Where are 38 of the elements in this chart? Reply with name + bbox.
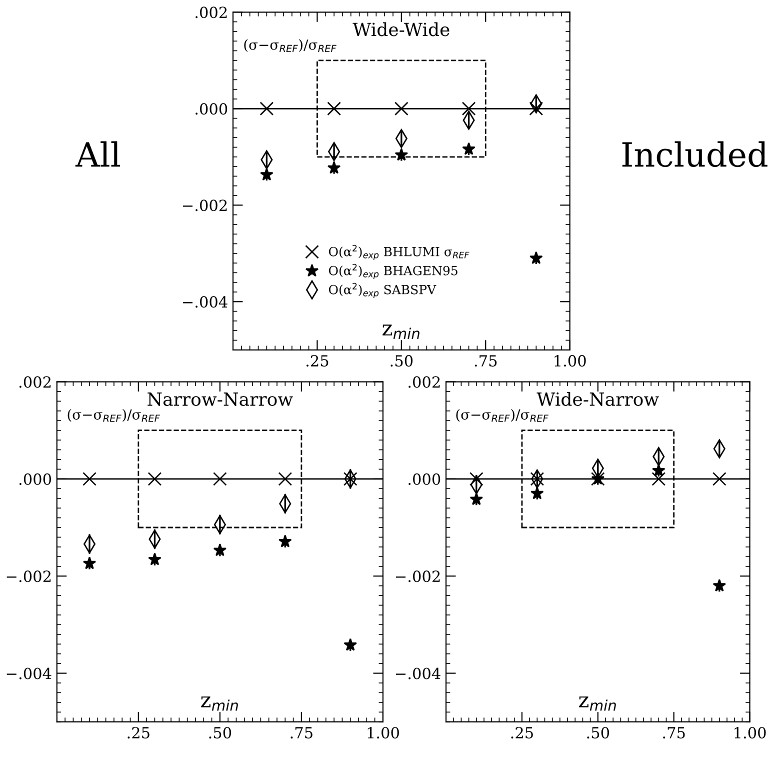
x-tick-label: .50 xyxy=(209,726,232,738)
y-axis-title: (σ−σ$_{REF}$)/σ$_{REF}$ xyxy=(68,408,160,422)
text: Included xyxy=(622,141,768,168)
legend-label: O(α$^{2}$)$_{exp}$ SABSPV xyxy=(328,282,436,298)
x-tick-label: .25 xyxy=(128,726,150,738)
legend-label: O(α$^{2}$)$_{exp}$ BHLUMI σ$_{REF}$ xyxy=(328,244,470,260)
y-tick-label: .002 xyxy=(196,6,227,18)
x-axis-title: z$_{min}$ xyxy=(201,696,238,711)
y-tick-label: .000 xyxy=(19,473,52,485)
x-tick-label: .75 xyxy=(663,727,685,738)
legend-label: O(α$^{2}$)$_{exp}$ BHAGEN95 xyxy=(328,264,458,280)
y-tick-label: .002 xyxy=(19,376,51,388)
y-axis-title: (σ−σ$_{REF}$)/σ$_{REF}$ xyxy=(456,408,548,422)
y-axis-title: (σ−σ$_{REF}$)/σ$_{REF}$ xyxy=(244,39,336,52)
x-tick-label: .50 xyxy=(587,726,610,738)
x-tick-label: .50 xyxy=(390,355,413,367)
x-tick-label: .25 xyxy=(511,726,533,738)
chart-title: Wide-Wide xyxy=(352,22,450,36)
y-tick-label: −.002 xyxy=(6,570,51,582)
y-tick-label: −.004 xyxy=(396,668,440,680)
chart-title: Wide-Narrow xyxy=(536,392,659,406)
chart-title: Narrow-Narrow xyxy=(148,392,293,406)
y-tick-label: −.004 xyxy=(182,296,228,308)
x-tick-label: .75 xyxy=(290,727,312,738)
y-tick-label: −.004 xyxy=(6,668,52,680)
y-tick-label: .002 xyxy=(408,376,440,388)
y-tick-label: .000 xyxy=(408,473,440,485)
y-tick-label: −.002 xyxy=(182,200,227,212)
text: All xyxy=(75,141,120,167)
x-tick-label: .25 xyxy=(306,355,328,367)
x-tick-label: .75 xyxy=(474,355,497,367)
y-tick-label: .000 xyxy=(196,103,228,115)
x-axis-title: z$_{min}$ xyxy=(382,324,420,339)
y-tick-label: −.002 xyxy=(396,570,440,582)
x-tick-label: 1.00 xyxy=(554,355,586,367)
x-tick-label: 1.00 xyxy=(734,726,766,738)
x-tick-label: 1.00 xyxy=(368,726,399,738)
x-axis-title: z$_{min}$ xyxy=(579,696,616,711)
